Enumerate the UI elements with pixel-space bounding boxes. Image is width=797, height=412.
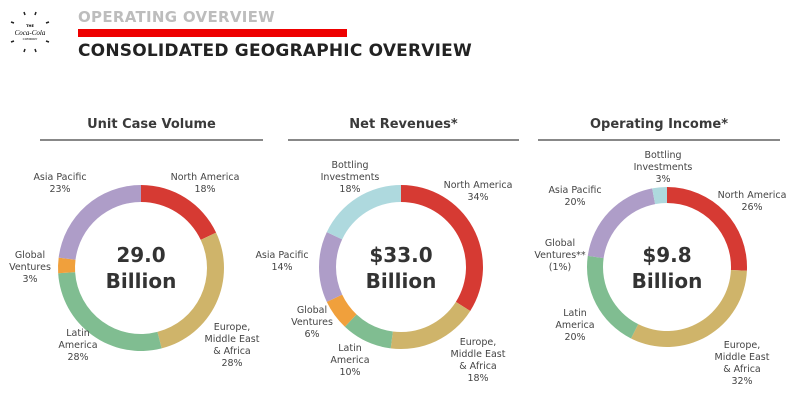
- slice-label-text: Global: [544, 238, 576, 249]
- slice-label: Asia Pacific 20%: [548, 185, 601, 209]
- slice-label-text: Global: [296, 305, 328, 316]
- slice-percent: 26%: [741, 202, 763, 213]
- slice-label-text: Investments: [633, 162, 693, 173]
- slice-label-text: America: [330, 355, 370, 366]
- slice-percent: 23%: [49, 184, 71, 195]
- slice-label-text: Middle East: [714, 352, 770, 363]
- slice-label-text: Europe,: [723, 340, 761, 351]
- slice-label-text: Investments: [320, 172, 380, 183]
- slice-percent: 18%: [467, 373, 489, 384]
- slice-label: North America 34%: [444, 180, 513, 204]
- page-title: CONSOLIDATED GEOGRAPHIC OVERVIEW: [78, 41, 472, 61]
- center-total-net-revenues: $33.0 Billion: [365, 243, 437, 293]
- slice-percent: 18%: [194, 184, 216, 195]
- slice-label: Europe, Middle East & Africa 28%: [205, 322, 260, 370]
- donut-slice-global-ventures: [58, 257, 76, 274]
- slice-label-text: America: [555, 320, 595, 331]
- chart-title-operating-income: Operating Income*: [538, 117, 780, 141]
- slice-label: Europe, Middle East & Africa 18%: [451, 337, 506, 385]
- slice-label: Bottling Investments 3%: [634, 150, 693, 186]
- slice-label: Latin America 10%: [330, 343, 369, 379]
- slice-label-text: Ventures: [291, 317, 333, 328]
- slice-label: Latin America 28%: [58, 328, 97, 364]
- slice-label: Asia Pacific 23%: [33, 172, 86, 196]
- slice-label-text: Europe,: [213, 322, 251, 333]
- chart-title-net-revenues: Net Revenues*: [288, 117, 519, 141]
- donut-slice-north-america: [667, 187, 748, 271]
- donut-slice-asia-pacific: [318, 232, 343, 302]
- slice-label-text: North America: [717, 190, 787, 201]
- slice-label-text: Latin: [563, 308, 587, 319]
- donut-slice-latin-america: [344, 314, 393, 349]
- slice-label-text: Ventures: [9, 262, 51, 273]
- slice-label: Europe, Middle East & Africa 32%: [715, 340, 770, 388]
- slice-label: North America 26%: [718, 190, 787, 214]
- slice-percent: 28%: [67, 352, 89, 363]
- slice-label-text: Middle East: [204, 334, 260, 345]
- donut-slice-bottling-investments: [326, 185, 401, 240]
- slice-percent: 32%: [731, 376, 753, 387]
- donut-slice-north-america: [141, 185, 217, 240]
- slice-percent: 10%: [339, 367, 361, 378]
- red-accent-bar: [78, 29, 347, 37]
- center-total-unit-case: 29.0 Billion: [105, 243, 177, 293]
- slice-label-text: & Africa: [213, 346, 251, 357]
- donut-slice-europe-middle-east-africa: [631, 269, 747, 347]
- svg-text:THE: THE: [26, 24, 34, 28]
- slice-percent: 6%: [304, 329, 320, 340]
- donut-slice-europe-middle-east-africa: [390, 301, 471, 349]
- slice-label-text: Bottling: [644, 150, 682, 161]
- slice-label: Asia Pacific 14%: [255, 250, 308, 274]
- donut-slice-global-ventures: [326, 294, 357, 327]
- section-supertitle: OPERATING OVERVIEW: [78, 8, 276, 26]
- slice-label-text: & Africa: [459, 361, 497, 372]
- donut-slice-latin-america: [58, 272, 162, 352]
- slice-percent: 3%: [655, 174, 671, 185]
- slice-label-text: Asia Pacific: [33, 172, 87, 183]
- svg-text:Coca-Cola: Coca-Cola: [15, 29, 46, 37]
- slice-label: North America 18%: [171, 172, 240, 196]
- donut-slice-europe-middle-east-africa: [157, 232, 224, 349]
- slice-label: Global Ventures** (1%): [534, 238, 585, 274]
- donut-slice-north-america: [401, 185, 483, 311]
- slice-percent: 20%: [564, 197, 586, 208]
- slice-label-text: Latin: [66, 328, 90, 339]
- slice-label: Global Ventures 6%: [291, 305, 333, 341]
- slice-label-text: Latin: [338, 343, 362, 354]
- slice-percent: 14%: [271, 262, 293, 273]
- donut-slice-latin-america: [586, 255, 639, 339]
- slice-percent: 18%: [339, 184, 361, 195]
- slice-label-text: North America: [170, 172, 240, 183]
- slice-label-text: America: [58, 340, 98, 351]
- slice-label-text: & Africa: [723, 364, 761, 375]
- slice-percent: 20%: [564, 332, 586, 343]
- slice-percent: 28%: [221, 358, 243, 369]
- slice-label: Global Ventures 3%: [9, 250, 51, 286]
- slice-label-text: Bottling: [331, 160, 369, 171]
- svg-text:COMPANY: COMPANY: [23, 37, 38, 41]
- slice-label-text: Middle East: [450, 349, 506, 360]
- donut-slice-asia-pacific: [58, 185, 141, 260]
- slice-label-text: Global: [14, 250, 46, 261]
- slice-label-text: North America: [443, 180, 513, 191]
- slice-label-text: Asia Pacific: [548, 185, 602, 196]
- donut-slice-bottling-investments: [652, 187, 667, 205]
- slice-percent: 3%: [22, 274, 38, 285]
- center-total-operating-income: $9.8 Billion: [631, 243, 703, 293]
- slice-percent: (1%): [548, 262, 572, 273]
- chart-title-unit-case-volume: Unit Case Volume: [40, 117, 263, 141]
- slice-label-text: Europe,: [459, 337, 497, 348]
- slice-label-text: Ventures**: [534, 250, 586, 261]
- slice-label: Bottling Investments 18%: [321, 160, 380, 196]
- donut-slice-asia-pacific: [587, 188, 656, 259]
- slice-label-text: Asia Pacific: [255, 250, 309, 261]
- coca-cola-logo: THE Coca-Cola COMPANY: [10, 11, 50, 53]
- slice-percent: 34%: [467, 192, 489, 203]
- slice-label: Latin America 20%: [555, 308, 594, 344]
